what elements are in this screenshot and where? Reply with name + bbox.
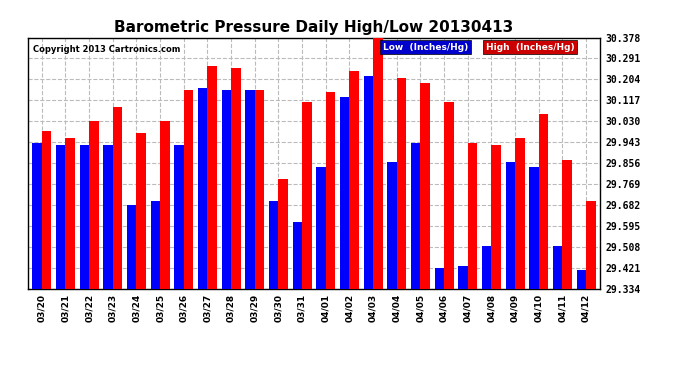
Bar <box>160 121 170 289</box>
Bar <box>529 167 539 289</box>
Bar <box>515 138 524 289</box>
Bar <box>364 75 373 289</box>
Bar <box>340 97 349 289</box>
Bar <box>198 87 208 289</box>
Bar <box>316 167 326 289</box>
Bar <box>420 83 430 289</box>
Text: High  (Inches/Hg): High (Inches/Hg) <box>486 42 574 51</box>
Bar <box>150 201 160 289</box>
Bar <box>553 246 562 289</box>
Bar <box>255 90 264 289</box>
Bar <box>184 90 193 289</box>
Bar <box>482 246 491 289</box>
Bar <box>326 92 335 289</box>
Title: Barometric Pressure Daily High/Low 20130413: Barometric Pressure Daily High/Low 20130… <box>115 20 513 35</box>
Bar <box>562 160 572 289</box>
Bar <box>231 68 241 289</box>
Bar <box>349 71 359 289</box>
Bar <box>208 66 217 289</box>
Bar <box>491 146 501 289</box>
Bar <box>387 162 397 289</box>
Bar <box>468 143 477 289</box>
Bar <box>137 133 146 289</box>
Bar <box>293 222 302 289</box>
Bar <box>269 201 279 289</box>
Bar <box>411 143 420 289</box>
Bar <box>89 121 99 289</box>
Bar <box>66 138 75 289</box>
Bar <box>42 131 51 289</box>
Bar <box>506 162 515 289</box>
Bar <box>112 107 122 289</box>
Bar <box>32 143 42 289</box>
Bar <box>444 102 453 289</box>
Bar <box>577 270 586 289</box>
Text: Copyright 2013 Cartronics.com: Copyright 2013 Cartronics.com <box>33 45 181 54</box>
Bar <box>397 78 406 289</box>
Bar <box>279 179 288 289</box>
Text: Low  (Inches/Hg): Low (Inches/Hg) <box>383 42 468 51</box>
Bar <box>79 146 89 289</box>
Bar <box>56 146 66 289</box>
Bar <box>539 114 549 289</box>
Bar <box>373 38 382 289</box>
Bar <box>586 201 595 289</box>
Bar <box>175 146 184 289</box>
Bar <box>435 268 444 289</box>
Bar <box>458 266 468 289</box>
Bar <box>127 206 137 289</box>
Bar <box>302 102 312 289</box>
Bar <box>104 146 112 289</box>
Bar <box>221 90 231 289</box>
Bar <box>246 90 255 289</box>
